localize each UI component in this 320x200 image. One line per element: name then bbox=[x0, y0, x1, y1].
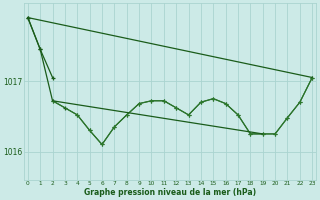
X-axis label: Graphe pression niveau de la mer (hPa): Graphe pression niveau de la mer (hPa) bbox=[84, 188, 256, 197]
